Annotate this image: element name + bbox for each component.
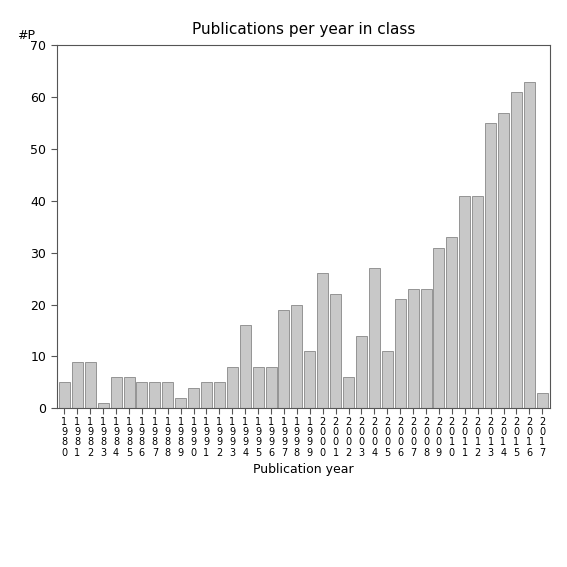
Bar xyxy=(175,398,186,408)
Bar xyxy=(511,92,522,408)
Bar xyxy=(356,336,367,408)
Bar xyxy=(98,403,109,408)
Bar xyxy=(214,382,225,408)
Bar xyxy=(382,351,393,408)
Bar xyxy=(72,362,83,408)
Bar xyxy=(124,377,134,408)
Bar xyxy=(240,325,251,408)
Bar xyxy=(408,289,418,408)
Bar xyxy=(111,377,121,408)
Bar xyxy=(459,196,470,408)
Title: Publications per year in class: Publications per year in class xyxy=(192,22,415,37)
Bar xyxy=(421,289,431,408)
Bar xyxy=(59,382,70,408)
Bar xyxy=(537,393,548,408)
Bar xyxy=(85,362,96,408)
Bar xyxy=(278,310,290,408)
Bar xyxy=(227,367,238,408)
Bar xyxy=(433,248,445,408)
Bar xyxy=(304,351,315,408)
Bar xyxy=(472,196,483,408)
Bar xyxy=(330,294,341,408)
Bar xyxy=(446,237,458,408)
Bar xyxy=(291,304,302,408)
Bar xyxy=(162,382,174,408)
Bar xyxy=(485,123,496,408)
Bar xyxy=(498,113,509,408)
Bar xyxy=(317,273,328,408)
Bar xyxy=(188,387,199,408)
Bar xyxy=(343,377,354,408)
Bar xyxy=(265,367,277,408)
Bar xyxy=(395,299,405,408)
Bar xyxy=(253,367,264,408)
Bar xyxy=(137,382,147,408)
Bar xyxy=(524,82,535,408)
Bar xyxy=(369,268,380,408)
Text: #P: #P xyxy=(17,29,35,42)
X-axis label: Publication year: Publication year xyxy=(253,463,354,476)
Bar xyxy=(149,382,160,408)
Bar xyxy=(201,382,212,408)
